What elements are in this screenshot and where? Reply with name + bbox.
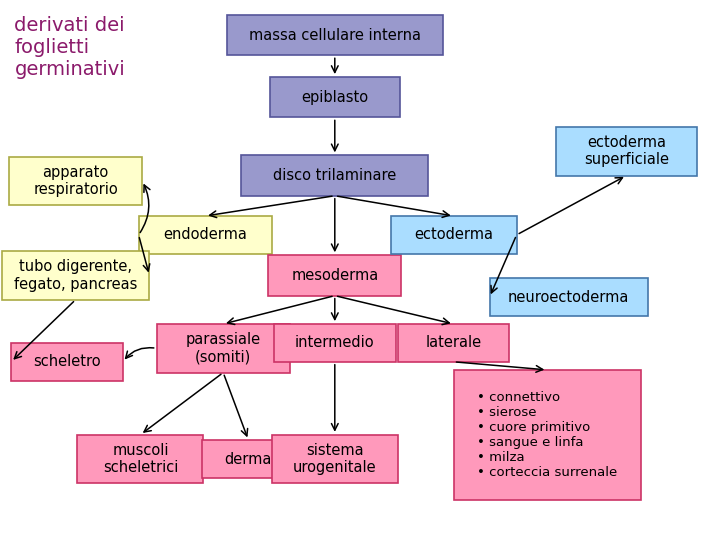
Text: mesoderma: mesoderma <box>291 268 379 283</box>
FancyBboxPatch shape <box>272 435 397 483</box>
Text: derivati dei
foglietti
germinativi: derivati dei foglietti germinativi <box>14 16 125 79</box>
Text: sistema
urogenitale: sistema urogenitale <box>293 443 377 475</box>
Text: muscoli
scheletrici: muscoli scheletrici <box>103 443 178 475</box>
FancyBboxPatch shape <box>2 251 150 300</box>
Text: parassiale
(somiti): parassiale (somiti) <box>186 332 261 365</box>
FancyBboxPatch shape <box>227 15 443 55</box>
Text: • connettivo
• sierose
• cuore primitivo
• sangue e linfa
• milza
• corteccia su: • connettivo • sierose • cuore primitivo… <box>477 391 617 478</box>
Text: endoderma: endoderma <box>163 227 247 242</box>
Text: tubo digerente,
fegato, pancreas: tubo digerente, fegato, pancreas <box>14 259 138 292</box>
FancyBboxPatch shape <box>390 216 517 254</box>
FancyBboxPatch shape <box>556 127 697 176</box>
FancyBboxPatch shape <box>157 324 289 373</box>
FancyBboxPatch shape <box>241 156 428 195</box>
FancyBboxPatch shape <box>12 343 122 381</box>
Text: disco trilaminare: disco trilaminare <box>273 168 397 183</box>
FancyBboxPatch shape <box>138 216 271 254</box>
FancyBboxPatch shape <box>274 324 396 362</box>
FancyBboxPatch shape <box>202 440 295 478</box>
FancyBboxPatch shape <box>490 278 648 316</box>
Text: laterale: laterale <box>426 335 482 350</box>
Text: apparato
respiratorio: apparato respiratorio <box>33 165 118 197</box>
FancyBboxPatch shape <box>397 324 510 362</box>
FancyBboxPatch shape <box>9 157 143 205</box>
Text: derma: derma <box>225 451 272 467</box>
Text: massa cellulare interna: massa cellulare interna <box>249 28 420 43</box>
FancyBboxPatch shape <box>454 370 641 500</box>
Text: ectoderma: ectoderma <box>414 227 493 242</box>
FancyBboxPatch shape <box>270 77 400 117</box>
Text: scheletro: scheletro <box>33 354 101 369</box>
Text: intermedio: intermedio <box>295 335 374 350</box>
Text: epiblasto: epiblasto <box>301 90 369 105</box>
FancyBboxPatch shape <box>269 255 402 296</box>
FancyBboxPatch shape <box>78 435 203 483</box>
Text: neuroectoderma: neuroectoderma <box>508 289 629 305</box>
Text: ectoderma
superficiale: ectoderma superficiale <box>584 135 669 167</box>
